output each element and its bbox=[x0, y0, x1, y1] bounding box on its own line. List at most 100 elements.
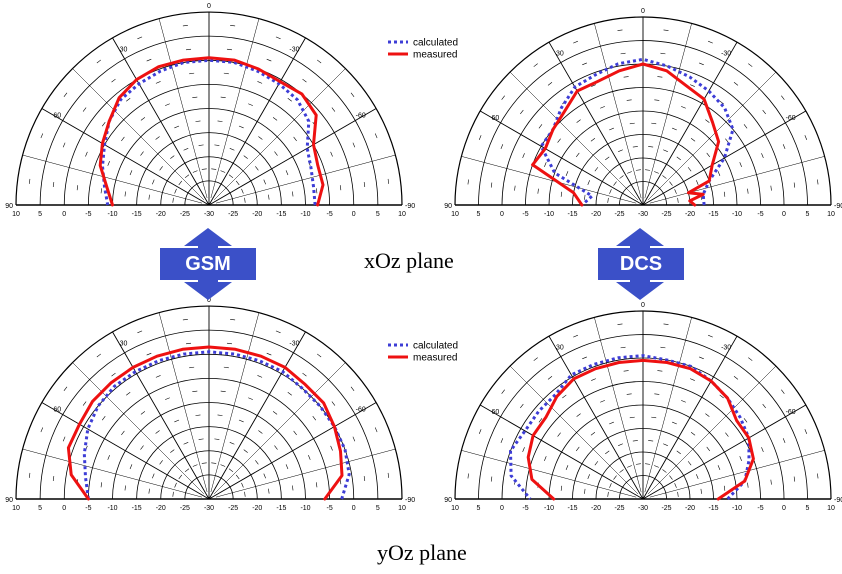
grid-minor-tick bbox=[214, 144, 220, 146]
radial-tick-label: -20 bbox=[591, 211, 601, 218]
grid-minor-tick bbox=[804, 135, 808, 140]
grid-minor-tick bbox=[198, 438, 204, 440]
grid-minor-tick bbox=[605, 450, 610, 455]
grid-minor-tick bbox=[761, 153, 764, 158]
radial-tick-label: -25 bbox=[228, 211, 238, 218]
radial-tick-label: 10 bbox=[451, 505, 459, 512]
grid-minor-tick bbox=[201, 462, 207, 464]
series-measured-line bbox=[526, 358, 755, 501]
radial-tick-label: -30 bbox=[638, 505, 648, 512]
grid-minor-tick bbox=[490, 182, 493, 188]
grid-minor-tick bbox=[155, 375, 161, 378]
grid-spoke bbox=[112, 37, 210, 206]
grid-minor-tick bbox=[609, 189, 612, 194]
grid-minor-tick bbox=[723, 485, 726, 491]
grid-minor-tick bbox=[770, 185, 772, 191]
angle-tick-label: 90 bbox=[444, 203, 452, 210]
grid-spoke bbox=[509, 71, 639, 201]
grid-minor-tick bbox=[111, 78, 116, 83]
grid-minor-tick bbox=[258, 430, 263, 434]
radial-tick-label: 5 bbox=[376, 211, 380, 218]
radial-tick-label: 5 bbox=[806, 211, 810, 218]
grid-minor-tick bbox=[660, 52, 666, 55]
grid-spoke bbox=[642, 110, 807, 206]
radial-tick-label: -15 bbox=[276, 505, 286, 512]
grid-minor-tick bbox=[739, 162, 742, 167]
radial-tick-label: 5 bbox=[806, 505, 810, 512]
radial-tick-label: 10 bbox=[12, 505, 20, 512]
grid-minor-tick bbox=[669, 475, 673, 480]
grid-minor-tick bbox=[562, 394, 567, 399]
grid-minor-tick bbox=[228, 468, 234, 473]
radial-tick-label: 0 bbox=[782, 505, 786, 512]
grid-minor-tick bbox=[629, 416, 635, 419]
grid-minor-tick bbox=[96, 353, 102, 358]
grid-minor-tick bbox=[627, 465, 632, 468]
radial-tick-label: -20 bbox=[252, 211, 262, 218]
grid-minor-tick bbox=[607, 491, 609, 497]
grid-minor-tick bbox=[739, 456, 742, 461]
grid-minor-tick bbox=[635, 169, 641, 171]
grid-minor-tick bbox=[648, 440, 654, 442]
grid-minor-tick bbox=[687, 461, 692, 466]
grid-minor-tick bbox=[302, 372, 307, 377]
grid-minor-tick bbox=[107, 161, 110, 166]
grid-minor-tick bbox=[605, 156, 610, 161]
grid-minor-tick bbox=[248, 397, 253, 400]
grid-minor-tick bbox=[170, 155, 175, 159]
grid-minor-tick bbox=[230, 24, 236, 27]
grid-minor-tick bbox=[170, 449, 175, 453]
grid-minor-tick bbox=[590, 137, 596, 142]
grid-minor-tick bbox=[609, 483, 612, 488]
radial-tick-label: -10 bbox=[107, 505, 117, 512]
grid-minor-tick bbox=[159, 460, 163, 465]
grid-minor-tick bbox=[782, 438, 786, 443]
grid-spoke bbox=[642, 335, 738, 500]
radial-tick-label: -15 bbox=[567, 505, 577, 512]
grid-minor-tick bbox=[165, 103, 170, 106]
grid-minor-tick bbox=[226, 48, 232, 51]
grid-minor-tick bbox=[733, 82, 739, 86]
radial-tick-label: -5 bbox=[85, 211, 91, 218]
grid-minor-tick bbox=[82, 401, 87, 406]
radial-tick-label: 5 bbox=[38, 211, 42, 218]
grid-minor-tick bbox=[719, 100, 724, 105]
grid-minor-tick bbox=[544, 162, 547, 167]
radial-tick-label: 0 bbox=[352, 505, 356, 512]
grid-minor-tick bbox=[129, 464, 133, 470]
grid-spoke bbox=[158, 18, 208, 199]
grid-minor-tick bbox=[272, 411, 278, 415]
grid-minor-tick bbox=[662, 175, 667, 179]
grid-minor-tick bbox=[229, 148, 235, 151]
grid-minor-tick bbox=[172, 197, 174, 203]
grid-minor-tick bbox=[248, 103, 253, 106]
grid-minor-tick bbox=[626, 393, 632, 395]
grid-minor-tick bbox=[617, 29, 623, 31]
grid-minor-tick bbox=[223, 366, 229, 369]
grid-minor-tick bbox=[220, 464, 226, 467]
grid-minor-tick bbox=[620, 52, 626, 55]
grid-minor-tick bbox=[600, 400, 605, 403]
grid-minor-tick bbox=[363, 182, 366, 188]
grid-minor-tick bbox=[522, 153, 525, 158]
grid-minor-tick bbox=[387, 472, 390, 478]
grid-spoke bbox=[41, 402, 210, 500]
grid-minor-tick bbox=[330, 445, 333, 451]
grid-minor-tick bbox=[198, 144, 204, 146]
grid-minor-tick bbox=[747, 482, 749, 488]
grid-minor-tick bbox=[363, 476, 366, 482]
grid-minor-tick bbox=[663, 443, 668, 446]
radial-tick-label: 0 bbox=[62, 211, 66, 218]
grid-minor-tick bbox=[565, 171, 569, 176]
grid-minor-tick bbox=[292, 191, 294, 197]
radial-tick-label: 0 bbox=[782, 211, 786, 218]
angle-tick-label: -30 bbox=[289, 340, 299, 347]
grid-spoke bbox=[594, 23, 642, 199]
radial-tick-label: -30 bbox=[204, 211, 214, 218]
grid-minor-tick bbox=[478, 429, 482, 434]
xoz-plane-label: xOz plane bbox=[364, 248, 454, 273]
grid-minor-tick bbox=[140, 117, 146, 121]
angle-tick-label: -60 bbox=[356, 407, 366, 414]
grid-minor-tick bbox=[140, 411, 146, 415]
